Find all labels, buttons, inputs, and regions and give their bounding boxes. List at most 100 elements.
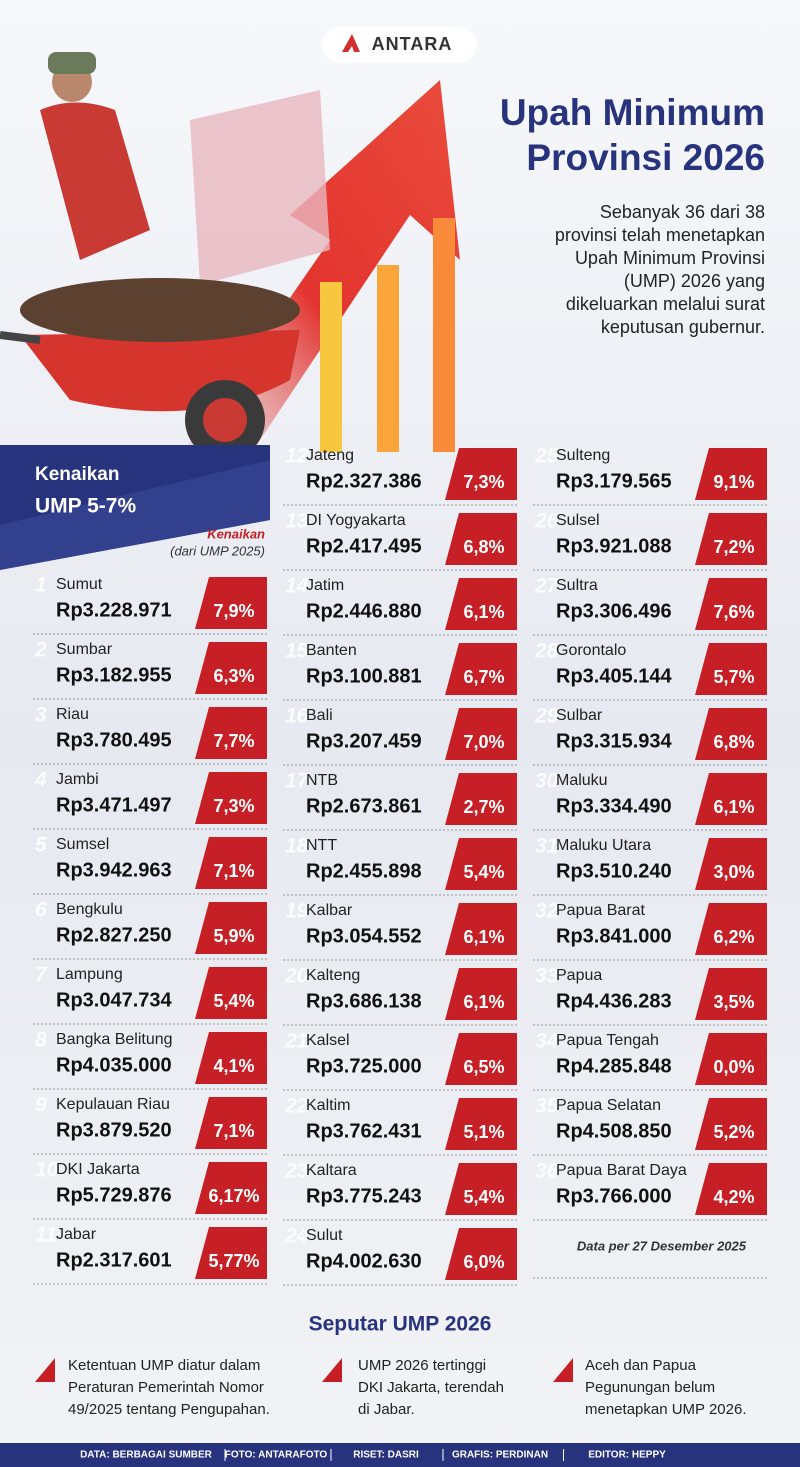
province-name: DKI Jakarta <box>56 1161 140 1178</box>
increase: 7,7% <box>213 731 254 751</box>
badge <box>695 838 767 890</box>
province-name: Maluku <box>556 772 608 789</box>
province-name: Kalsel <box>306 1032 350 1049</box>
rank: 30 <box>535 770 559 793</box>
badge <box>445 1228 517 1280</box>
badge <box>195 1032 267 1084</box>
province-name: Jatim <box>306 577 344 594</box>
province-name: Sulteng <box>556 447 610 464</box>
province-name: Papua Barat <box>556 902 646 919</box>
ump: Rp3.334.490 <box>556 795 672 817</box>
badge <box>445 903 517 955</box>
ump: Rp2.455.898 <box>306 860 422 882</box>
increase: 7,1% <box>213 1121 254 1141</box>
badge <box>695 1098 767 1150</box>
facts-title: Seputar UMP 2026 <box>309 1313 492 1336</box>
badge <box>695 968 767 1020</box>
badge <box>445 643 517 695</box>
ump: Rp3.179.565 <box>556 470 672 492</box>
increase: 5,7% <box>713 667 754 687</box>
rank: 4 <box>34 769 47 792</box>
ump: Rp3.047.734 <box>56 989 173 1011</box>
ump: Rp3.762.431 <box>306 1120 422 1142</box>
increase: 7,2% <box>713 537 754 557</box>
increase: 6,8% <box>713 732 754 752</box>
increase: 6,17% <box>208 1186 259 1206</box>
credit: GRAFIS: PERDINAN <box>452 1450 548 1461</box>
fact-text: Ketentuan UMP diatur dalam <box>68 1357 260 1374</box>
rank: 7 <box>35 964 48 987</box>
ump: Rp2.317.601 <box>56 1249 172 1271</box>
badge <box>695 773 767 825</box>
rank: 21 <box>284 1030 308 1053</box>
increase: 3,5% <box>713 992 754 1012</box>
rank: 31 <box>535 835 558 858</box>
rank: 10 <box>35 1159 59 1182</box>
badge <box>695 448 767 500</box>
rank: 14 <box>285 575 309 598</box>
badge <box>695 708 767 760</box>
fact-icon <box>553 1358 573 1382</box>
rank: 17 <box>285 770 310 793</box>
rank: 25 <box>534 445 559 468</box>
increase: 6,7% <box>463 667 504 687</box>
badge <box>695 513 767 565</box>
rank: 9 <box>35 1094 47 1117</box>
column-header-subtitle: (dari UMP 2025) <box>170 543 265 558</box>
ump: Rp3.054.552 <box>306 925 422 947</box>
ump: Rp4.285.848 <box>556 1055 672 1077</box>
province-name: Sultra <box>556 577 598 594</box>
ump: Rp3.921.088 <box>556 535 672 557</box>
banner-accent <box>0 460 270 570</box>
ump: Rp3.100.881 <box>306 665 422 687</box>
province-name: Sulbar <box>556 707 603 724</box>
badge <box>445 968 517 1020</box>
province-name: Jambi <box>56 771 99 788</box>
fact-text: di Jabar. <box>358 1401 415 1418</box>
increase: 5,4% <box>463 862 504 882</box>
increase: 6,5% <box>463 1057 504 1077</box>
province-name: Sulsel <box>556 512 600 529</box>
ump: Rp3.766.000 <box>556 1185 672 1207</box>
rank: 16 <box>285 705 309 728</box>
province-name: Sumsel <box>56 836 109 853</box>
province-name: Sumbar <box>56 641 113 658</box>
title: Provinsi 2026 <box>526 137 765 178</box>
increase: 5,4% <box>213 991 254 1011</box>
badge <box>195 772 267 824</box>
ump: Rp2.417.495 <box>306 535 422 557</box>
badge <box>195 967 267 1019</box>
rank: 1 <box>35 574 47 597</box>
increase: 7,0% <box>463 732 504 752</box>
province-name: Lampung <box>56 966 123 983</box>
badge <box>445 448 517 500</box>
fact-text: menetapkan UMP 2026. <box>585 1401 747 1418</box>
province-name: Bangka Belitung <box>56 1031 173 1048</box>
ump: Rp2.446.880 <box>306 600 422 622</box>
province-name: DI Yogyakarta <box>306 512 406 529</box>
ump: Rp3.207.459 <box>306 730 422 752</box>
province-name: Jabar <box>56 1226 97 1243</box>
credit: FOTO: ANTARAFOTO <box>225 1450 328 1461</box>
ump: Rp3.780.495 <box>56 729 172 751</box>
ump: Rp5.729.876 <box>56 1184 172 1206</box>
rank: 11 <box>35 1224 57 1247</box>
increase: 6,1% <box>463 992 504 1012</box>
ump: Rp3.775.243 <box>306 1185 422 1207</box>
description: (UMP) 2026 yang <box>624 271 765 291</box>
badge <box>445 708 517 760</box>
rank: 32 <box>535 900 559 923</box>
badge <box>195 577 267 629</box>
province-name: Jateng <box>306 447 354 464</box>
rank: 2 <box>34 639 47 662</box>
province-name: Bali <box>306 707 333 724</box>
note: Data per 27 Desember 2025 <box>577 1238 747 1253</box>
ump: Rp3.228.971 <box>56 599 172 621</box>
rank: 3 <box>35 704 47 727</box>
ump: Rp3.510.240 <box>556 860 672 882</box>
ump: Rp3.725.000 <box>306 1055 422 1077</box>
province-name: Gorontalo <box>556 642 626 659</box>
increase: 6,1% <box>463 927 504 947</box>
logo: ANTARA <box>372 34 453 54</box>
